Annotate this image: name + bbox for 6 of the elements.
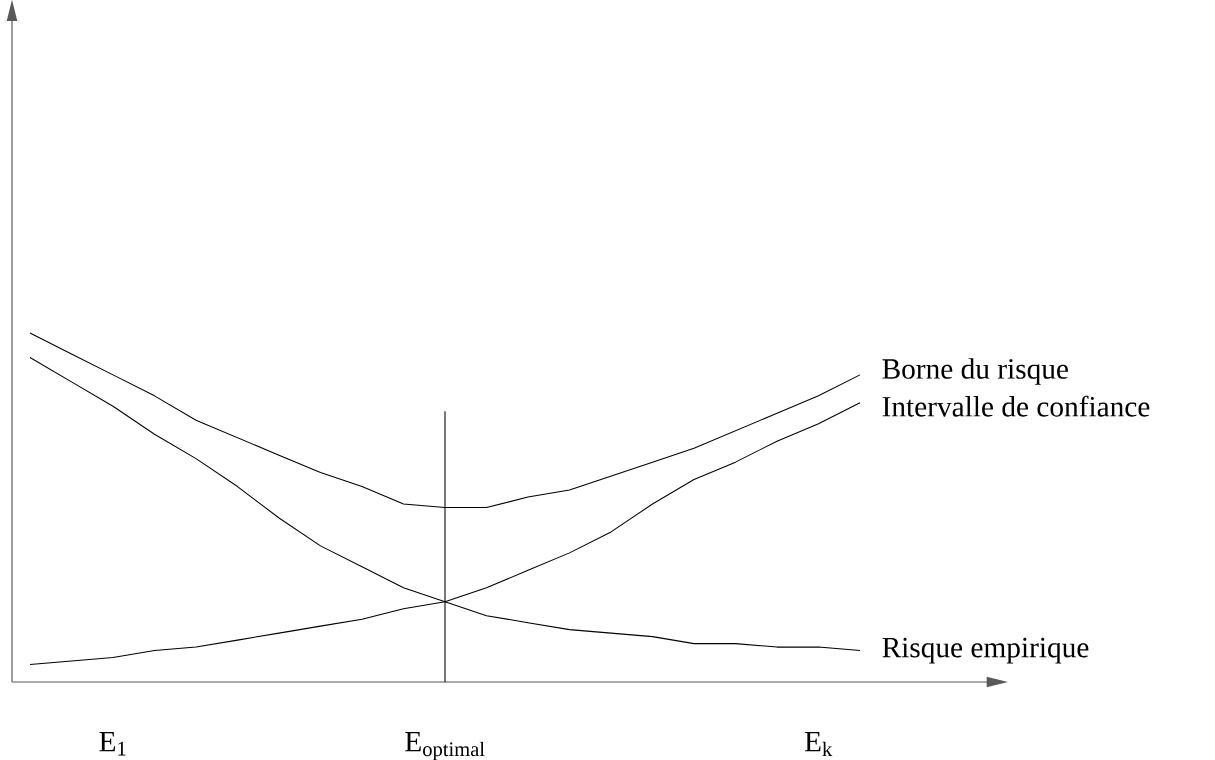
series-label: Intervalle de confiance [882,395,1150,417]
x-tick-label: E$_{optimal}$ [405,732,485,760]
series-label: Risque empirique [882,637,1089,664]
series-label: Borne du risque [882,358,1068,385]
x-tick-label: E$_{1}$ [99,732,126,756]
x-tick-label: E$_{k}$ [804,732,833,756]
